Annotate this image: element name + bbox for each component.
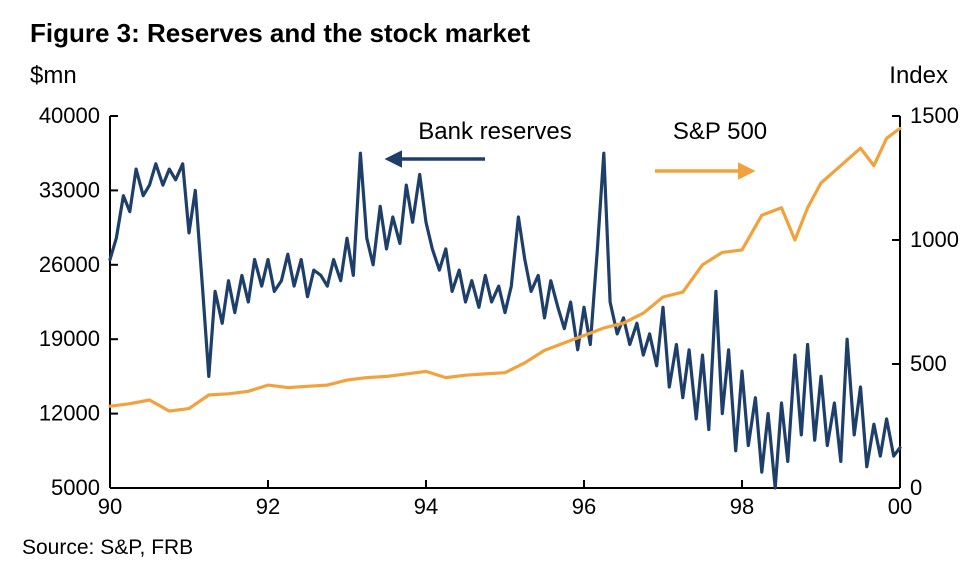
legend-label: Bank reserves	[418, 118, 571, 145]
y-left-tick-label: 26000	[39, 252, 100, 277]
y-axis-right-label: Index	[889, 62, 948, 90]
y-axis-left-label: $mn	[30, 62, 77, 90]
x-tick-label: 98	[730, 494, 754, 519]
series-line-bank-reserves	[110, 153, 900, 488]
source-text: Source: S&P, FRB	[22, 536, 193, 560]
y-left-tick-label: 19000	[39, 326, 100, 351]
x-tick-label: 96	[572, 494, 596, 519]
series-line-s-p-500	[110, 128, 900, 411]
figure-title: Figure 3: Reserves and the stock market	[30, 18, 530, 49]
y-right-tick-label: 0	[910, 475, 922, 500]
x-tick-label: 94	[414, 494, 438, 519]
legend-label: S&P 500	[673, 118, 767, 145]
y-left-tick-label: 12000	[39, 401, 100, 426]
y-right-tick-label: 1500	[910, 103, 959, 128]
x-tick-label: 92	[256, 494, 280, 519]
y-left-tick-label: 33000	[39, 177, 100, 202]
y-left-tick-label: 5000	[51, 475, 100, 500]
y-right-tick-label: 1000	[910, 227, 959, 252]
x-tick-label: 00	[888, 494, 912, 519]
x-tick-label: 90	[98, 494, 122, 519]
y-left-tick-label: 40000	[39, 103, 100, 128]
y-right-tick-label: 500	[910, 351, 947, 376]
chart-svg: 9092949698005000120001900026000330004000…	[0, 0, 960, 574]
figure-container: Figure 3: Reserves and the stock market …	[0, 0, 960, 574]
